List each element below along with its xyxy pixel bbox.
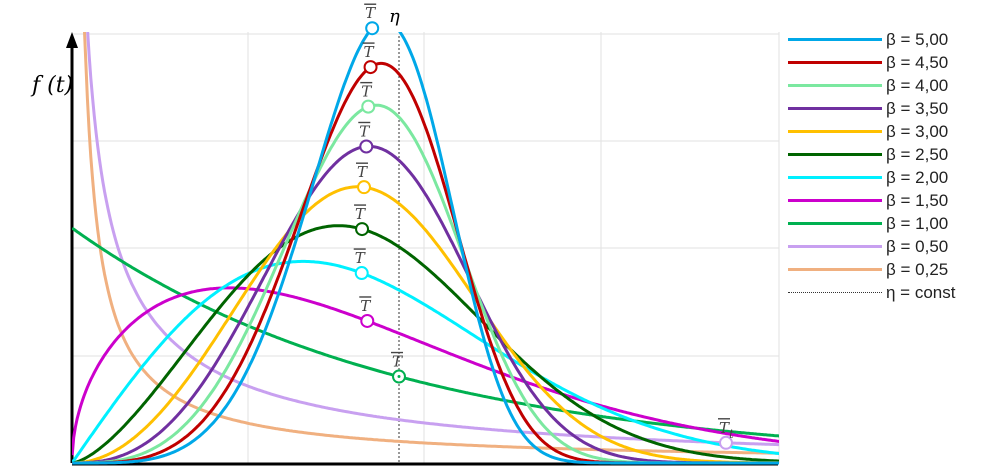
mean-marker-label: T: [355, 205, 366, 223]
legend-label: β = 1,50: [886, 191, 949, 210]
mean-marker-3-5: [359, 139, 374, 154]
legend-item: β = 1,00: [788, 212, 983, 235]
legend-item: β = 4,50: [788, 51, 983, 74]
mean-marker-5: [365, 21, 380, 36]
mean-marker-1-5: [360, 313, 375, 328]
mean-marker-0-5: [719, 435, 733, 450]
mean-marker-label: T: [355, 249, 366, 267]
legend-swatch: [788, 292, 882, 293]
legend-label: β = 0,25: [886, 260, 949, 279]
legend-item: η = const: [788, 281, 983, 304]
legend-label: β = 3,00: [886, 122, 949, 141]
y-axis-arrow: [66, 32, 78, 48]
eta-label: η: [389, 6, 400, 27]
legend-item: β = 0,25: [788, 258, 983, 281]
y-axis-label: f (t): [30, 73, 73, 98]
legend-swatch: [788, 84, 882, 87]
curves: [72, 32, 779, 465]
curve-2-5: [72, 224, 779, 465]
legend-swatch: [788, 153, 882, 156]
legend-item: β = 2,50: [788, 143, 983, 166]
legend-item: β = 3,50: [788, 97, 983, 120]
legend-label: β = 0,50: [886, 237, 949, 256]
curve-5: [72, 32, 779, 465]
legend-label: β = 2,50: [886, 145, 949, 164]
legend-label: β = 3,50: [886, 99, 949, 118]
legend-label: β = 1,00: [886, 214, 949, 233]
curve-0-25: [83, 32, 779, 455]
mean-marker-2-5: [355, 222, 370, 237]
legend-item: β = 2,00: [788, 166, 983, 189]
mean-marker-label: T: [359, 122, 370, 140]
legend-swatch: [788, 176, 882, 179]
legend-swatch: [788, 245, 882, 248]
mean-marker-4-5: [363, 60, 378, 75]
legend-item: β = 3,00: [788, 120, 983, 143]
legend-item: β = 5,00: [788, 28, 983, 51]
curve-1-5: [72, 286, 779, 456]
legend-swatch: [788, 130, 882, 133]
legend-label: β = 4,50: [886, 53, 949, 72]
legend: β = 5,00 β = 4,50 β = 4,00 β = 3,50 β = 3,00…: [788, 28, 983, 304]
legend-label: β = 2,00: [886, 168, 949, 187]
mean-marker-4: [361, 99, 376, 114]
curve-3-5: [72, 144, 779, 465]
mean-marker-2: [354, 266, 369, 281]
mean-marker-3: [357, 180, 372, 195]
curve-4: [72, 103, 779, 465]
curve-1: [72, 226, 779, 438]
legend-swatch: [788, 222, 882, 225]
mean-marker-label: T: [365, 4, 376, 22]
mean-marker-label: T: [364, 43, 375, 61]
mean-marker-label: T: [360, 297, 371, 315]
legend-swatch: [788, 38, 882, 41]
legend-item: β = 1,50: [788, 189, 983, 212]
mean-marker-label: T: [392, 353, 403, 371]
curve-2: [72, 259, 779, 464]
legend-label: β = 5,00: [886, 30, 949, 49]
curve-3: [72, 185, 779, 465]
legend-item: β = 0,50: [788, 235, 983, 258]
curve-0-5: [86, 32, 779, 447]
legend-label: β = 4,00: [886, 76, 949, 95]
legend-swatch: [788, 61, 882, 64]
legend-swatch: [788, 107, 882, 110]
legend-label: η = const: [886, 283, 956, 302]
grid: [72, 32, 780, 463]
legend-swatch: [788, 268, 882, 271]
mean-marker-label: T: [361, 83, 372, 101]
mean-marker-dot: [397, 375, 401, 379]
mean-marker-label: T: [357, 163, 368, 181]
legend-swatch: [788, 199, 882, 202]
legend-item: β = 4,00: [788, 74, 983, 97]
